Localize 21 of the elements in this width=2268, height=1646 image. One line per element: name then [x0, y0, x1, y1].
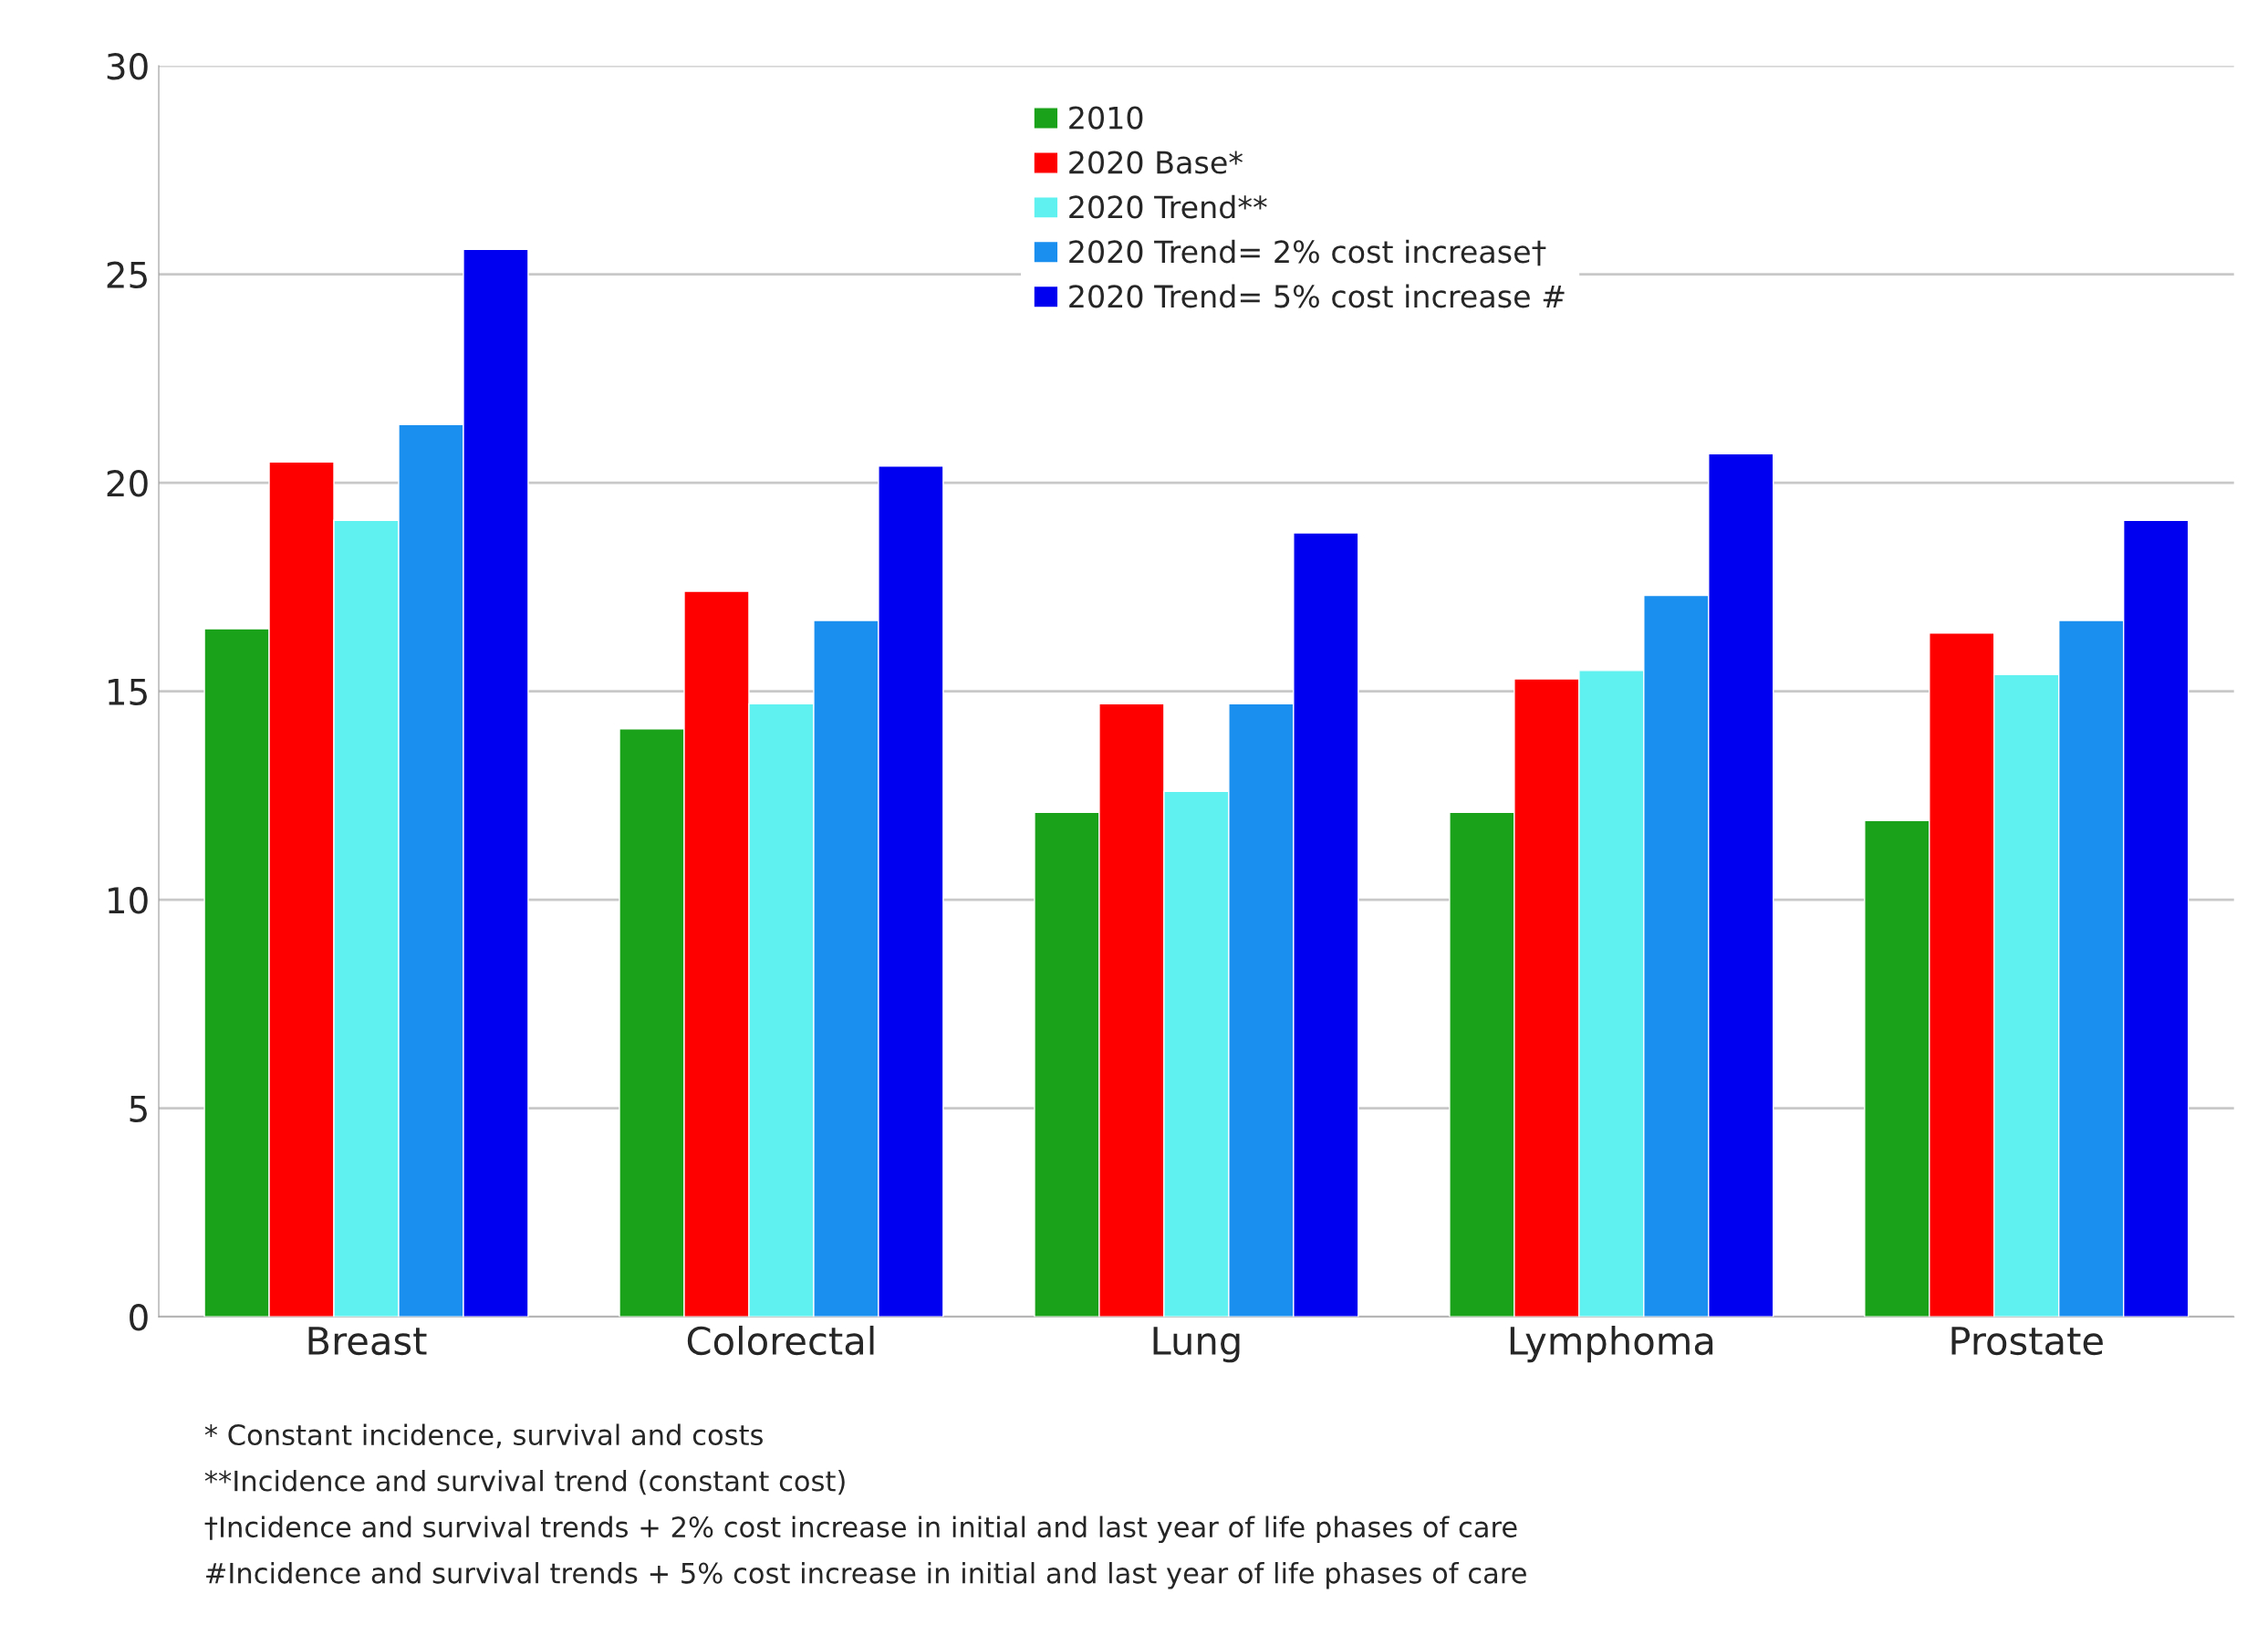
y-tick-label: 30 — [107, 53, 148, 80]
y-tick-label: 25 — [107, 261, 147, 288]
text: * Constant incidence, survival and costs — [204, 1423, 763, 1449]
legend-label: 2020 Trend** — [1069, 194, 1267, 219]
x-tick-label: Prostate — [1951, 1327, 2103, 1356]
x-tick-label: Lymphoma — [1510, 1325, 1713, 1363]
legend-label: 2020 Trend= 2% cost increase† — [1069, 239, 1546, 266]
text: †Incidence and survival trends + 2% cost increase in initial and last year of life phases of care — [204, 1516, 1517, 1544]
y-tick-label: 20 — [107, 470, 148, 497]
text: #Incidence and survival trends + 5% cost increase in initial and last year of life phases of care — [206, 1562, 1526, 1589]
legend-label: 2020 Trend= 5% cost increase # — [1069, 284, 1565, 308]
y-tick-label: 0 — [130, 1304, 148, 1331]
y-tick-label: 5 — [130, 1096, 147, 1123]
x-tick-label: Colorectal — [687, 1325, 874, 1356]
x-tick-label: Lung — [1153, 1327, 1240, 1363]
text: **Incidence and survival trend (constant cost) — [204, 1469, 845, 1495]
y-tick-label: 10 — [109, 887, 148, 914]
y-tick-label: 15 — [109, 679, 147, 706]
legend-label: 2010 — [1069, 106, 1143, 130]
x-tick-label: Breast — [308, 1327, 427, 1356]
legend-label: 2020 Base* — [1069, 151, 1243, 174]
